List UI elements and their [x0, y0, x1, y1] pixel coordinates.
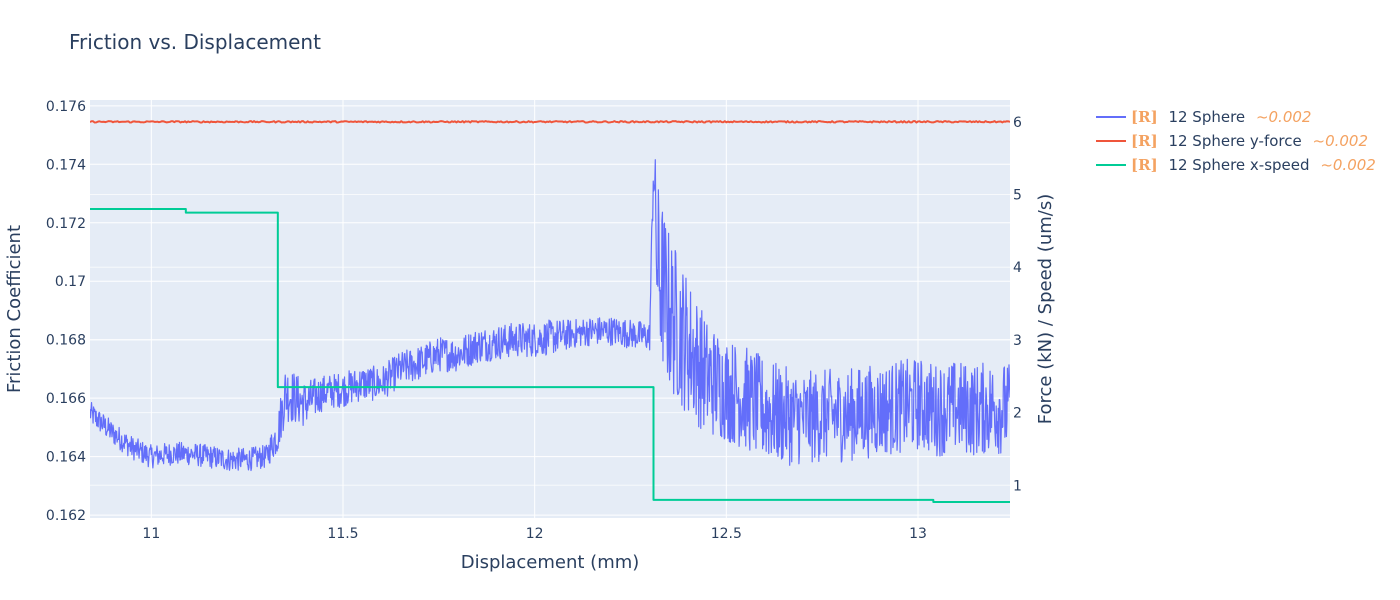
- legend[interactable]: [R] 12 Sphere ~0.002 [R] 12 Sphere y-for…: [1096, 108, 1376, 174]
- legend-item-y-force[interactable]: [R] 12 Sphere y-force ~0.002: [1096, 132, 1368, 150]
- legend-name-friction: 12 Sphere: [1168, 108, 1245, 126]
- y2-tick-label: 3: [1013, 333, 1022, 349]
- y2-tick-label: 1: [1013, 478, 1022, 494]
- y-tick-label: 0.168: [46, 333, 86, 349]
- series-line-12-sphere: [90, 159, 1010, 472]
- y2-axis-ticks: 1 2 3 4 5 6: [1013, 115, 1022, 494]
- y-tick-label: 0.174: [46, 157, 86, 173]
- chart-title: Friction vs. Displacement: [69, 30, 321, 54]
- x-axis-ticks: 11 11.5 12 12.5 13: [142, 526, 926, 542]
- legend-item-x-speed[interactable]: [R] 12 Sphere x-speed ~0.002: [1096, 156, 1376, 174]
- y-tick-label: 0.17: [55, 274, 86, 290]
- y2-axis-title: Force (kN) / Speed (um/s): [1035, 194, 1056, 424]
- y-tick-label: 0.164: [46, 450, 86, 466]
- y-tick-label: 0.166: [46, 391, 86, 407]
- legend-name-y-force: 12 Sphere y-force: [1168, 132, 1301, 150]
- legend-item-friction[interactable]: [R] 12 Sphere ~0.002: [1096, 108, 1311, 126]
- legend-label-y-force: [R] 12 Sphere y-force ~0.002: [1131, 132, 1368, 150]
- x-tick-label: 12.5: [711, 526, 742, 542]
- legend-value-y-force: ~0.002: [1313, 132, 1369, 150]
- y-tick-label: 0.172: [46, 216, 86, 232]
- y2-tick-label: 4: [1013, 260, 1022, 276]
- legend-value-friction: ~0.002: [1256, 108, 1312, 126]
- legend-label-x-speed: [R] 12 Sphere x-speed ~0.002: [1131, 156, 1376, 174]
- series-line-12-sphere-x-speed: [90, 208, 1010, 504]
- y2-tick-label: 2: [1013, 406, 1022, 422]
- legend-badge-y-force: [R]: [1131, 132, 1158, 150]
- legend-value-x-speed: ~0.002: [1320, 156, 1376, 174]
- series-layer: [90, 120, 1010, 504]
- legend-label-friction: [R] 12 Sphere ~0.002: [1131, 108, 1311, 126]
- legend-badge-friction: [R]: [1131, 108, 1158, 126]
- y-axis-title: Friction Coefficient: [4, 225, 25, 393]
- y2-tick-label: 6: [1013, 115, 1022, 131]
- x-tick-label: 12: [526, 526, 544, 542]
- x-axis-title: Displacement (mm): [461, 552, 640, 573]
- series-line-12-sphere-y-force: [90, 120, 1010, 124]
- x-tick-label: 13: [909, 526, 927, 542]
- x-tick-label: 11: [142, 526, 160, 542]
- y-tick-label: 0.176: [46, 99, 86, 115]
- y-tick-label: 0.162: [46, 508, 86, 524]
- y2-tick-label: 5: [1013, 188, 1022, 204]
- x-tick-label: 11.5: [327, 526, 358, 542]
- legend-name-x-speed: 12 Sphere x-speed: [1168, 156, 1309, 174]
- legend-badge-x-speed: [R]: [1131, 156, 1158, 174]
- y-axis-ticks: 0.162 0.164 0.166 0.168 0.17 0.172 0.174 0.176: [46, 99, 86, 524]
